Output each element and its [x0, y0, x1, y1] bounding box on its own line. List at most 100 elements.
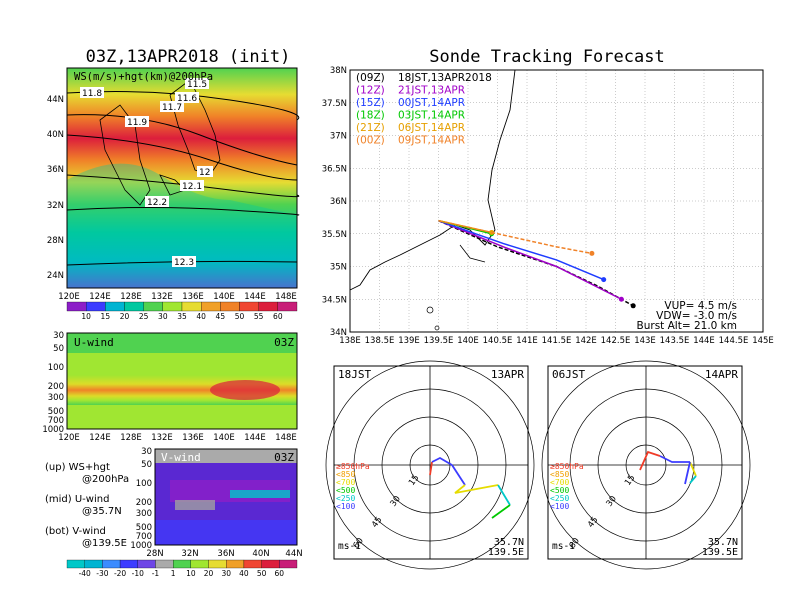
track-x-tick: 142E: [575, 336, 597, 346]
colorbar-swatch: [124, 301, 144, 312]
hodograph-ring: [625, 444, 667, 486]
track-legend-jst: 06JST,14APR: [398, 122, 465, 134]
hodograph-level-label: <250: [336, 494, 355, 503]
colorbar-tick: 15: [101, 312, 111, 321]
hodograph-unit: ms-1: [552, 541, 575, 552]
colorbar-swatch: [162, 301, 183, 312]
colorbar-tick: -1: [152, 569, 160, 578]
vwind-x-tick: 44N: [285, 549, 302, 559]
track-x-tick: 143.5E: [660, 336, 690, 346]
hodograph-lat: 35.7N: [494, 537, 524, 548]
uwind-x-tick: 132E: [151, 433, 173, 443]
map-x-tick: 144E: [244, 292, 266, 302]
legend-line: (up) WS+hgt: [45, 462, 110, 473]
vwind-y-tick: 700: [136, 532, 152, 542]
track-legend-utc: (18Z): [356, 110, 385, 122]
vwind-y-tick: 50: [141, 460, 152, 470]
hodograph-level-label: <100: [336, 502, 355, 511]
hodograph-ring: [325, 360, 535, 570]
colorbar-swatch: [86, 301, 106, 312]
legend-line: (mid) U-wind: [45, 494, 109, 505]
map-low-wind-area: [67, 163, 297, 288]
colorbar-tick: 60: [273, 312, 283, 321]
hgt-label: 11.8: [82, 89, 102, 99]
track-legend-jst: 00JST,14APR: [398, 97, 465, 109]
vwind-y-tick: 30: [141, 447, 152, 457]
colorbar-swatch: [155, 559, 174, 569]
colorbar-tick: 50: [257, 569, 267, 578]
colorbar-swatch: [201, 301, 221, 312]
hgt-label: 11.9: [127, 118, 147, 128]
track-y-tick: 34.5N: [322, 295, 347, 305]
map-colorbar: 10 15 20 25 30 35 40 45 50 55 60: [66, 301, 298, 321]
track-legend-utc: (12Z): [356, 85, 385, 97]
vwind-y-tick: 200: [136, 498, 152, 508]
colorbar-swatch: [66, 301, 87, 312]
map-y-tick: 32N: [47, 201, 64, 211]
hodograph-trace: [497, 484, 511, 506]
colorbar-tick: 35: [177, 312, 187, 321]
hodograph-trace: [689, 475, 697, 484]
track-x-ticks: 138E 138.5E 139E 139.5E 140E 140.5E 141E 141.5E…: [339, 336, 774, 346]
colorbar-swatch: [277, 301, 298, 312]
left-title: 03Z,13APR2018 (init): [86, 47, 291, 67]
hgt-label: 12.3: [174, 258, 194, 268]
track-endpoint: [630, 303, 636, 309]
hodograph-ring: [381, 416, 479, 514]
colorbar-tick: -30: [96, 569, 108, 578]
hodograph-level-label: <700: [550, 478, 569, 487]
legend-line: @200hPa: [82, 474, 129, 485]
colorbar-swatch: [84, 559, 103, 569]
track-legend-utc: (15Z): [356, 97, 385, 109]
hgt-label: 12: [199, 168, 210, 178]
track-x-tick: 142.5E: [601, 336, 631, 346]
vwind-y-tick: 500: [136, 523, 152, 533]
colorbar-tick: 10: [81, 312, 91, 321]
colorbar-swatch: [102, 559, 121, 569]
track-y-tick: 35N: [330, 263, 347, 273]
uwind-x-tick: 140E: [213, 433, 235, 443]
uwind-label: U-wind: [74, 336, 114, 349]
track-legend-jst: 09JST,14APR: [398, 135, 465, 147]
colorbar-tick: 30: [221, 569, 231, 578]
colorbar-swatch: [143, 301, 163, 312]
track-x-tick: 139E: [398, 336, 420, 346]
colorbar-tick: 60: [275, 569, 285, 578]
colorbar-swatch: [239, 301, 259, 312]
track-legend-utc: (00Z): [356, 135, 385, 147]
hodograph-trace: [429, 461, 433, 476]
hodograph-date: 13APR: [491, 368, 524, 381]
colorbar-swatch: [208, 559, 227, 569]
map-y-ticks: 44N 40N 36N 32N 28N 24N: [47, 95, 64, 281]
colorbar-tick: 50: [235, 312, 245, 321]
track-x-tick: 145E: [752, 336, 774, 346]
hgt-label: 11.7: [162, 103, 182, 113]
hodograph-level-label: <100: [550, 502, 569, 511]
uwind-x-tick: 120E: [58, 433, 80, 443]
hodograph-level-label: <500: [336, 486, 355, 495]
colorbar-tick: 10: [186, 569, 196, 578]
track-x-tick: 138E: [339, 336, 361, 346]
colorbar-swatch: [181, 301, 202, 312]
panel-legend: (up) WS+hgt @200hPa (mid) U-wind @35.7N …: [45, 462, 129, 549]
uwind-x-tick: 144E: [244, 433, 266, 443]
track-legend-utc: (09Z): [356, 72, 385, 84]
uwind-y-tick: 200: [48, 382, 64, 392]
track-y-tick: 37N: [330, 132, 347, 142]
vwind-panel: V-wind 03Z 30 50 100 200 300 500 700 100…: [130, 447, 302, 559]
uwind-y-tick: 300: [48, 393, 64, 403]
colorbar-tick: 1: [171, 569, 176, 578]
hodograph-ring: [597, 416, 695, 514]
uwind-x-tick: 128E: [120, 433, 142, 443]
vwind-x-tick: 36N: [217, 549, 234, 559]
track-y-tick: 37.5N: [322, 99, 347, 109]
uwind-y-tick: 1000: [42, 425, 64, 435]
track-legend: (09Z) 18JST,13APR2018 (12Z) 21JST,13APR (15Z…: [356, 72, 492, 147]
colorbar-tick: 20: [120, 312, 130, 321]
hodograph-trace: [639, 450, 661, 471]
track-line: [438, 219, 604, 281]
colorbar-tick: 40: [196, 312, 206, 321]
vwind-x-ticks: 28N 32N 36N 40N 44N: [146, 549, 302, 559]
